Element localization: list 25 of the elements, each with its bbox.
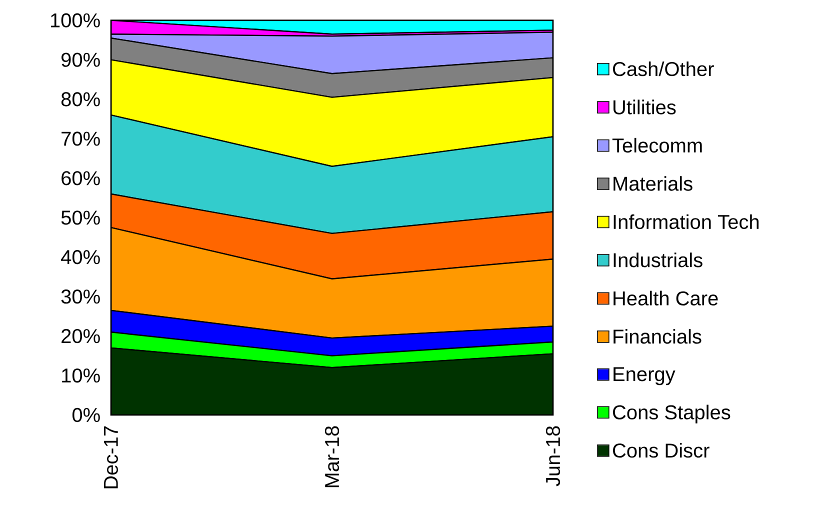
y-tick-label: 60%: [62, 171, 100, 186]
legend-label: Utilities: [614, 100, 676, 114]
y-tick-label: 10%: [62, 368, 100, 383]
y-tick-label: 0%: [72, 408, 100, 422]
legend-label: Industrials: [614, 252, 702, 268]
legend-label: Cons Staples: [613, 404, 730, 424]
y-tick-label: 40%: [61, 250, 100, 264]
x-tick-label: Dec-17: [104, 426, 118, 488]
y-tick-label: 100%: [50, 13, 100, 28]
y-tick-label: 70%: [62, 132, 100, 146]
y-tick-label: 90%: [62, 52, 100, 67]
y-tick-label: 80%: [61, 92, 100, 106]
legend-label: Materials: [614, 176, 692, 191]
legend-label: Telecomm: [612, 138, 702, 153]
legend-label: Cons Discr: [613, 442, 710, 458]
legend-label: Energy: [614, 367, 676, 386]
legend-label: Information Tech: [614, 214, 759, 230]
legend-label: Health Care: [614, 290, 718, 306]
legend-label: Cash/Other: [613, 61, 714, 76]
x-tick-label: Mar-18: [324, 426, 340, 488]
y-tick-label: 30%: [61, 290, 100, 304]
legend-label: Financials: [614, 329, 702, 344]
y-tick-label: 20%: [62, 328, 100, 344]
x-tick-label: Jun-18: [546, 426, 560, 486]
y-tick-label: 50%: [61, 210, 100, 225]
